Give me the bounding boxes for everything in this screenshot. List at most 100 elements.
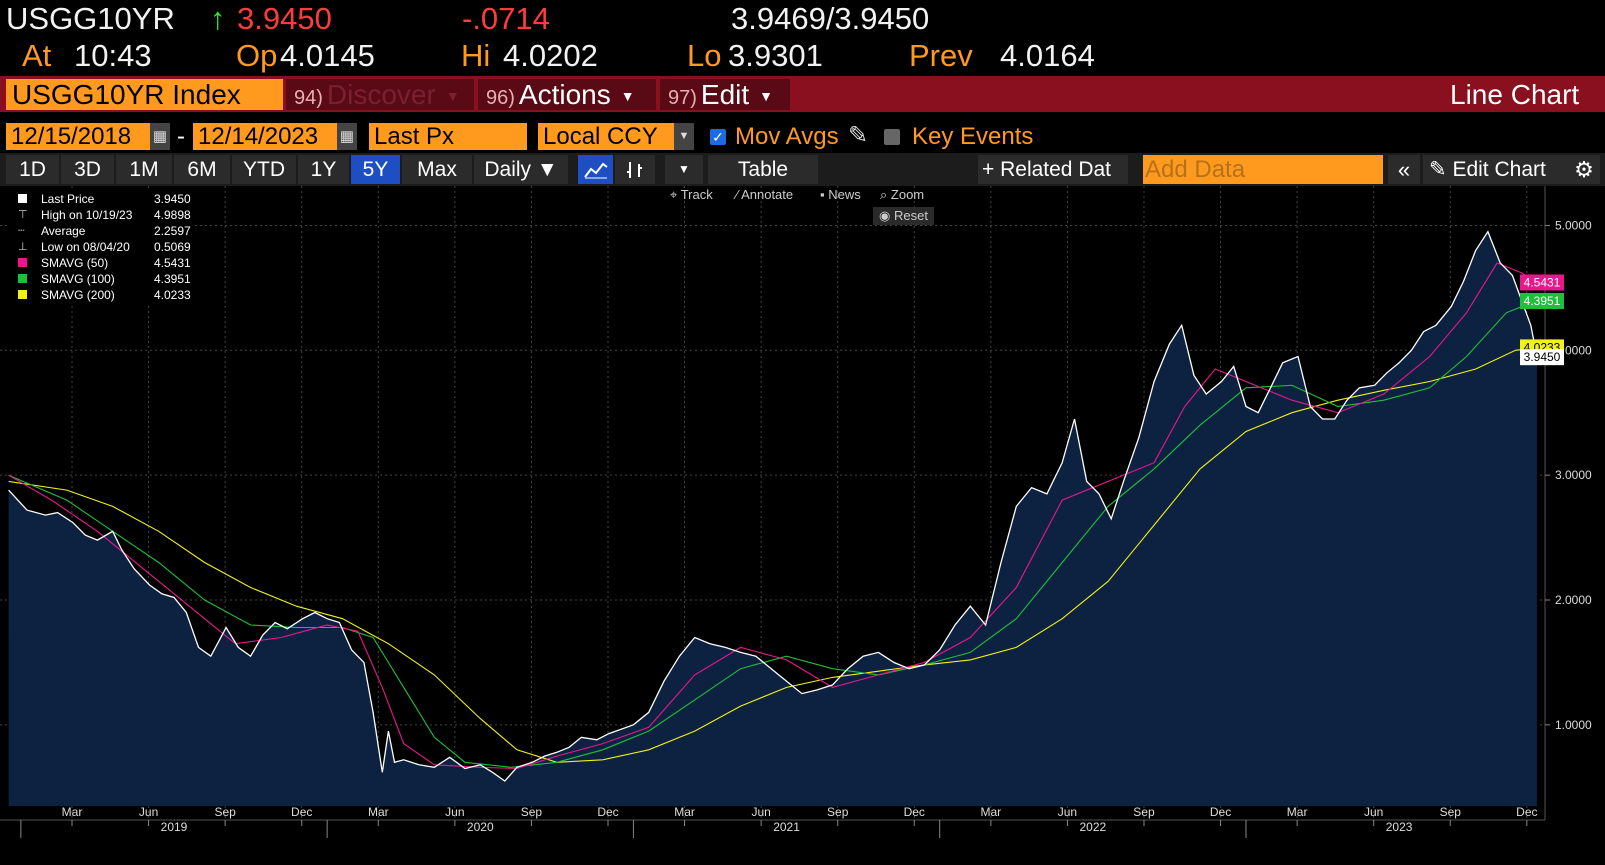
actions-label: Actions <box>518 79 611 110</box>
news-label: News <box>828 187 861 202</box>
zoom-tool[interactable]: ⌕ Zoom <box>880 187 924 203</box>
high-value: 4.0202 <box>503 38 598 73</box>
x-tick-label: Sep <box>1440 805 1462 819</box>
annotate-tool[interactable]: ⁄ Annotate <box>736 187 793 202</box>
y-tick-label: 4.0000 <box>1555 343 1592 357</box>
range-1d[interactable]: 1D <box>6 155 59 184</box>
frequency-dropdown[interactable]: Daily ▼ <box>474 155 568 184</box>
range-1m[interactable]: 1M <box>116 155 172 184</box>
key-events-label: Key Events <box>912 123 1034 150</box>
table-button[interactable]: Table <box>708 155 818 184</box>
legend-swatch <box>18 194 27 203</box>
legend-swatch <box>18 258 27 267</box>
value-badge-label: 4.5431 <box>1524 275 1561 289</box>
x-tick-label: Sep <box>521 805 543 819</box>
x-tick-label: Mar <box>62 805 83 819</box>
edit-chart-button[interactable]: ✎ Edit Chart <box>1423 155 1571 184</box>
open-label: Op <box>236 38 278 73</box>
range-3d[interactable]: 3D <box>61 155 114 184</box>
legend-label: Low on 08/04/20 <box>41 240 130 254</box>
series-last-price <box>8 230 1538 782</box>
mov-avgs-checkbox[interactable]: ✓ <box>710 129 726 145</box>
collapse-icon[interactable]: « <box>1388 155 1420 184</box>
edit-menu[interactable]: 97) Edit ▼ <box>660 79 790 110</box>
chart-area[interactable]: 1.0000 2.0000 3.0000 4.0000 5.0000 Mar Jun Sep… <box>0 186 1605 865</box>
x-tick-label: Mar <box>981 805 1002 819</box>
x-tick-label: Mar <box>368 805 389 819</box>
key-events-checkbox[interactable] <box>884 129 900 145</box>
last-time: 10:43 <box>74 38 152 73</box>
series-smavg-200 <box>8 347 1537 763</box>
legend-value: 4.3951 <box>154 272 191 286</box>
annotate-label: Annotate <box>741 187 794 202</box>
legend-label: SMAVG (200) <box>41 288 115 302</box>
pencil-icon[interactable]: ✎ <box>848 122 869 149</box>
open-value: 4.0145 <box>280 38 375 73</box>
security-field[interactable]: USGG10YR Index <box>6 79 283 110</box>
end-date-field[interactable]: 12/14/2023 <box>193 123 337 150</box>
avg-marker-icon: ┄ <box>18 225 25 237</box>
legend-row: ⊥ Low on 08/04/20 0.5069 <box>10 239 195 255</box>
legend-label: SMAVG (100) <box>41 272 115 286</box>
legend-value: 4.0233 <box>154 288 191 302</box>
y-tick-label: 2.0000 <box>1555 593 1592 607</box>
currency-selector[interactable]: Local CCY <box>538 123 674 150</box>
line-chart-icon[interactable] <box>578 155 613 184</box>
legend-value: 4.5431 <box>154 256 191 270</box>
net-change: -.0714 <box>462 1 550 36</box>
x-tick-label: Sep <box>1133 805 1155 819</box>
news-tool[interactable]: ▪ News <box>820 187 861 202</box>
series-smavg-50 <box>8 262 1538 770</box>
last-price-area <box>8 231 1537 806</box>
high-marker-icon: ⊤ <box>18 209 28 221</box>
related-data-button[interactable]: + Related Dat <box>978 155 1128 184</box>
x-tick-label: Jun <box>445 805 464 819</box>
legend-row: SMAVG (200) 4.0233 <box>10 287 195 303</box>
value-badge-label: 4.3951 <box>1524 294 1561 308</box>
range-1y[interactable]: 1Y <box>298 155 349 184</box>
range-6m[interactable]: 6M <box>174 155 230 184</box>
x-year-label: 2023 <box>1386 820 1413 834</box>
prev-value: 4.0164 <box>1000 38 1095 73</box>
range-max[interactable]: Max <box>402 155 472 184</box>
news-icon: ▪ <box>820 187 825 202</box>
track-tool[interactable]: ⌖ Track <box>670 187 713 203</box>
actions-menu[interactable]: 96) Actions ▼ <box>478 79 656 110</box>
chevron-down-icon: ▼ <box>620 88 635 105</box>
add-data-placeholder: Add Data <box>1145 156 1246 183</box>
low-value: 3.9301 <box>728 38 823 73</box>
up-arrow-icon: ↑ <box>210 1 226 36</box>
legend-value: 4.9898 <box>154 208 191 222</box>
pencil-icon: ✎ <box>1429 158 1447 181</box>
reset-icon: ◉ <box>879 208 891 223</box>
x-tick-label: Mar <box>674 805 695 819</box>
range-ytd[interactable]: YTD <box>232 155 296 184</box>
discover-menu[interactable]: 94) Discover ▼ <box>286 79 474 110</box>
legend-row: SMAVG (50) 4.5431 <box>10 255 195 271</box>
calendar-icon[interactable]: ▦ <box>337 123 357 150</box>
add-data-input[interactable]: Add Data <box>1143 155 1383 184</box>
start-date-field[interactable]: 12/15/2018 <box>6 123 150 150</box>
x-year-label: 2022 <box>1079 820 1106 834</box>
bar-chart-icon[interactable] <box>615 155 655 184</box>
x-axis: Mar Jun Sep Dec Mar Jun Sep Dec Mar Jun Sep Dec Mar J… <box>20 805 1538 838</box>
bid-ask: 3.9469/3.9450 <box>731 1 930 36</box>
calendar-icon[interactable]: ▦ <box>150 123 170 150</box>
reset-button[interactable]: ◉ Reset <box>873 207 934 225</box>
range-5y[interactable]: 5Y <box>351 155 400 184</box>
field-selector[interactable]: Last Px <box>369 123 527 150</box>
legend-label: High on 10/19/23 <box>41 208 133 222</box>
legend-swatch <box>18 274 27 283</box>
chevron-down-icon[interactable]: ▼ <box>674 123 694 150</box>
x-year-label: 2021 <box>773 820 800 834</box>
gear-icon[interactable]: ⚙ <box>1568 155 1600 184</box>
x-tick-label: Dec <box>291 805 312 819</box>
x-tick-label: Dec <box>597 805 618 819</box>
chevron-down-icon[interactable]: ▼ <box>665 155 703 184</box>
edit-label: Edit <box>700 79 750 110</box>
track-label: Track <box>680 187 713 202</box>
magnifier-icon: ⌕ <box>880 187 888 202</box>
legend-label: Average <box>41 224 86 238</box>
x-tick-label: Sep <box>827 805 849 819</box>
y-tick-label: 3.0000 <box>1555 468 1592 482</box>
